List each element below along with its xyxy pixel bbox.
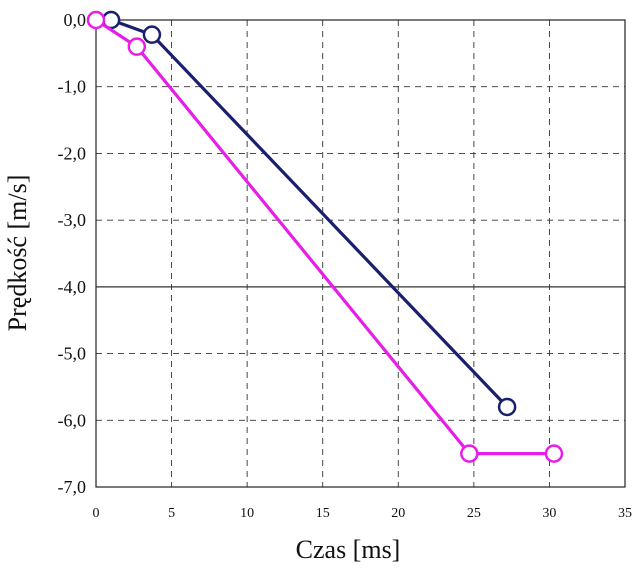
series-line-2 [95, 18, 554, 456]
x-tick-label: 5 [168, 506, 175, 521]
data-point [497, 397, 517, 417]
y-tick-label: 0,0 [64, 10, 87, 30]
data-point [460, 444, 479, 463]
y-tick-label: -3,0 [58, 210, 87, 230]
x-axis-title: Czas [ms] [296, 535, 401, 564]
grid [96, 20, 625, 487]
series-layer [86, 10, 564, 463]
x-tick-label: 10 [240, 506, 254, 521]
x-tick-label: 0 [93, 506, 100, 521]
series-line-1 [110, 18, 509, 409]
y-tick-label: -2,0 [58, 143, 87, 163]
x-tick-labels: 0 5 10 15 20 25 30 35 [93, 506, 633, 521]
plot-frame [95, 19, 626, 488]
y-tick-label: -5,0 [58, 344, 87, 364]
x-tick-label: 15 [316, 506, 330, 521]
y-tick-label: -4,0 [58, 277, 87, 297]
x-tick-label: 30 [542, 506, 556, 521]
data-point [544, 444, 564, 463]
data-point [127, 37, 147, 56]
data-point [142, 25, 162, 44]
y-axis-title: Prędkość [m/s] [3, 175, 32, 332]
y-tick-label: -1,0 [58, 77, 87, 97]
x-tick-label: 25 [467, 506, 481, 521]
data-point [86, 10, 106, 30]
x-tick-label: 20 [391, 506, 405, 521]
y-tick-label: -6,0 [58, 410, 87, 430]
x-tick-label: 35 [618, 506, 632, 521]
y-tick-labels: 0,0 -1,0 -2,0 -3,0 -4,0 -5,0 -6,0 -7,0 [58, 10, 87, 497]
y-tick-label: -7,0 [58, 477, 87, 497]
